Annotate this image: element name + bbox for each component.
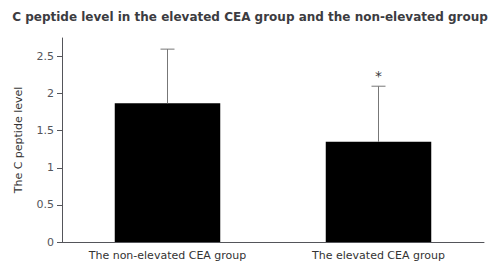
- svg-text:*: *: [375, 68, 382, 84]
- svg-text:The C peptide level: The C peptide level: [12, 87, 25, 195]
- svg-text:The elevated CEA group: The elevated CEA group: [311, 249, 445, 262]
- svg-text:1.5: 1.5: [37, 124, 55, 137]
- svg-text:2.5: 2.5: [37, 50, 55, 63]
- svg-text:The non-elevated CEA group: The non-elevated CEA group: [88, 249, 247, 262]
- svg-text:0: 0: [47, 236, 54, 249]
- svg-text:0.5: 0.5: [37, 198, 55, 211]
- svg-text:2: 2: [47, 87, 54, 100]
- svg-text:C peptide level in the elevate: C peptide level in the elevated CEA grou…: [12, 10, 488, 24]
- svg-text:1: 1: [47, 161, 54, 174]
